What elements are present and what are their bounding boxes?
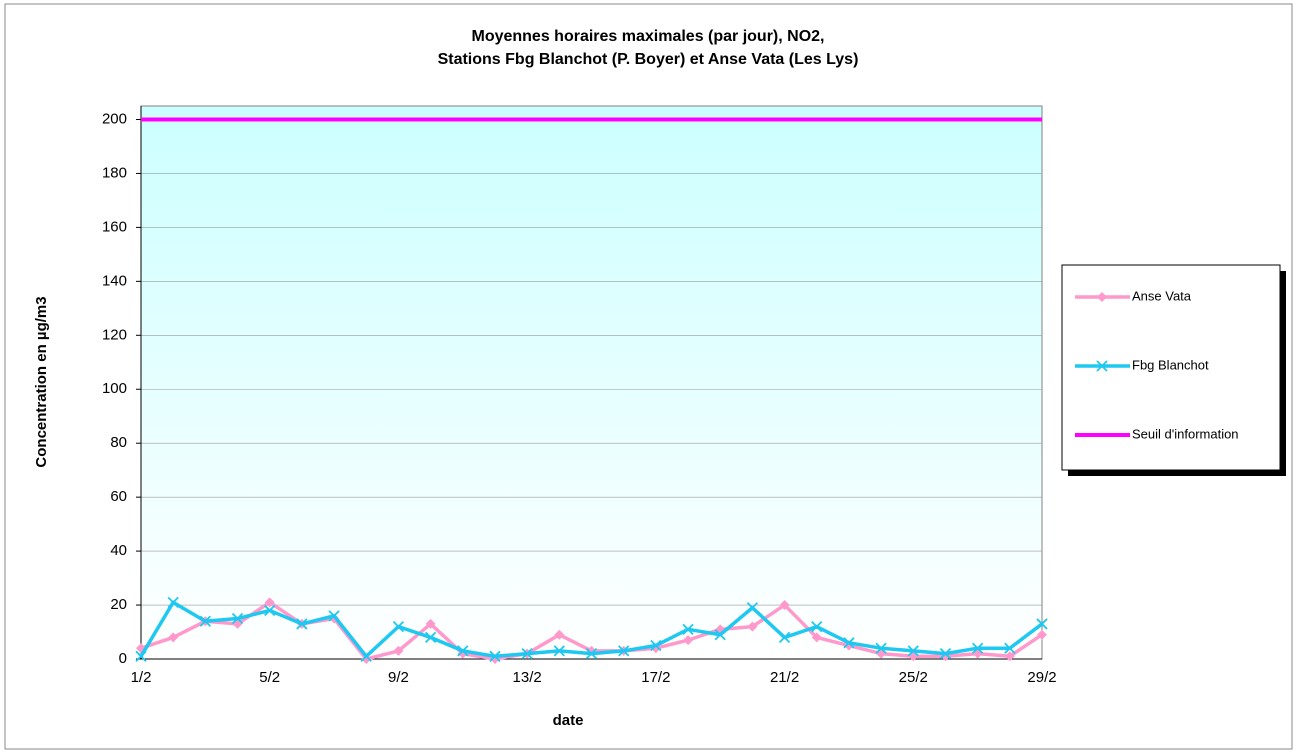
data-point — [746, 602, 759, 614]
data-point — [682, 623, 694, 635]
data-point — [1036, 618, 1048, 630]
data-point — [167, 596, 179, 608]
y-tick-label: 120 — [102, 326, 127, 343]
data-point — [361, 654, 372, 664]
x-tick-label: 13/2 — [513, 669, 542, 686]
data-point — [779, 600, 790, 611]
y-tick-label: 140 — [102, 272, 127, 289]
chart-title: Moyennes horaires maximales (par jour), … — [471, 28, 824, 45]
y-tick-label: 20 — [110, 596, 127, 613]
data-point — [585, 647, 598, 660]
data-point — [554, 629, 565, 640]
data-point — [618, 645, 630, 657]
data-point — [231, 612, 244, 625]
legend-label: Seuil d'information — [1132, 426, 1239, 441]
data-point — [521, 647, 533, 660]
x-tick-label: 17/2 — [641, 669, 670, 686]
y-tick-label: 60 — [110, 488, 127, 505]
x-tick-label: 25/2 — [899, 669, 928, 686]
data-point — [135, 650, 147, 662]
data-point — [972, 642, 984, 654]
x-tick-label: 9/2 — [388, 669, 409, 686]
data-point — [393, 645, 404, 656]
legend-marker — [1097, 292, 1107, 302]
x-tick-label: 29/2 — [1027, 669, 1056, 686]
legend-label: Anse Vata — [1132, 288, 1192, 303]
y-tick-label: 0 — [119, 650, 127, 667]
data-point — [264, 604, 276, 617]
data-point — [1004, 651, 1015, 662]
legend-marker — [1096, 360, 1108, 372]
data-point — [939, 647, 952, 660]
x-tick-label: 21/2 — [770, 669, 799, 686]
plot-area — [140, 105, 1043, 660]
legend-label: Fbg Blanchot — [1132, 357, 1209, 372]
data-point — [714, 629, 726, 641]
data-point — [1004, 642, 1016, 654]
data-point — [328, 610, 340, 622]
data-point — [392, 620, 405, 633]
y-tick-label: 100 — [102, 380, 127, 397]
data-point — [360, 650, 372, 662]
data-point — [875, 642, 887, 654]
data-point — [424, 631, 437, 644]
x-tick-label: 1/2 — [131, 669, 152, 686]
data-point — [264, 597, 275, 608]
data-point — [811, 632, 822, 643]
data-point — [457, 645, 469, 657]
data-point — [425, 618, 436, 629]
data-point — [811, 620, 823, 633]
y-tick-label: 160 — [102, 218, 127, 235]
data-point — [747, 621, 758, 632]
y-tick-label: 200 — [102, 110, 127, 127]
y-tick-label: 40 — [110, 542, 127, 559]
data-point — [778, 631, 791, 644]
x-axis-title: date — [553, 712, 584, 729]
data-point — [907, 645, 919, 657]
data-point — [168, 632, 179, 643]
y-tick-label: 80 — [110, 434, 127, 451]
chart-subtitle: Stations Fbg Blanchot (P. Boyer) et Anse… — [438, 51, 859, 68]
x-tick-label: 5/2 — [259, 669, 280, 686]
y-tick-label: 180 — [102, 164, 127, 181]
data-point — [489, 650, 501, 662]
data-point — [296, 618, 308, 630]
data-point — [650, 639, 662, 652]
data-point — [683, 635, 694, 646]
data-point — [843, 637, 855, 649]
data-point — [199, 615, 211, 627]
data-point — [1037, 629, 1047, 640]
y-axis-title: Concentration en µg/m3 — [33, 296, 50, 467]
data-point — [553, 645, 565, 657]
